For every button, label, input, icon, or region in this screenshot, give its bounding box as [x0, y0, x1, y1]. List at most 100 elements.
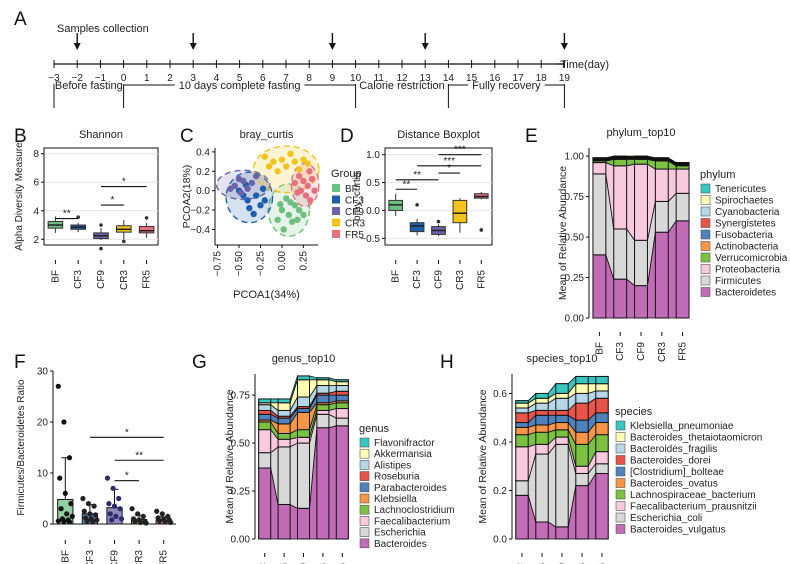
legend-label: Parabacteroides	[374, 483, 447, 494]
x-tick-label: CF9	[110, 550, 121, 564]
stacked-bar-segment-Bacteroides_fragilis	[555, 397, 569, 411]
stacked-bar-segment-Parabacteroides	[335, 394, 349, 402]
stacked-bar-segment-Flavonifractor	[258, 398, 272, 404]
stacked-bar-segment-Lachnoclostridium	[296, 429, 311, 438]
stacked-bar-segment-Escherichia_coli	[535, 453, 549, 523]
x-tick-label: BF	[594, 342, 605, 355]
legend-label: Cyanobacteria	[715, 207, 780, 218]
stacked-bar-segment-Lachnoclostridium	[277, 432, 291, 440]
scatter-point-BF	[291, 202, 299, 209]
legend-swatch-CF9	[332, 207, 340, 215]
scatter-point-CF9	[248, 179, 256, 187]
y-axis-label: bray_curtis	[352, 172, 363, 221]
significance-label: **	[135, 450, 143, 461]
stacked-bar-segment-Verrucomicrobia	[634, 158, 648, 165]
stacked-bar-segment-Flavonifractor	[335, 379, 349, 383]
significance-label: *	[447, 163, 451, 174]
legend-swatch-Firmicutes	[700, 275, 711, 286]
legend-label: Tenericutes	[715, 184, 766, 195]
legend-swatch-Akkermansia	[359, 448, 370, 459]
timeline-tick-label: 5	[237, 73, 243, 84]
timeline-tick-label: 4	[214, 73, 220, 84]
stacked-bar-segment-Firmicutes	[634, 239, 648, 287]
data-point	[162, 519, 168, 525]
stacked-bar-segment-Akkermansia	[277, 402, 291, 411]
stacked-bar-segment-Roseburia	[335, 390, 349, 396]
stacked-bar-segment-Bacteroides_thetaiotaomicron	[535, 397, 549, 404]
stacked-bar-segment-Faecalibacterium_prausnitzii	[515, 446, 529, 482]
box	[138, 225, 155, 234]
panel-label-F: F	[14, 352, 26, 373]
y-tick-label: 0.50	[231, 439, 251, 450]
scatter-point-FR5	[306, 168, 313, 175]
legend-swatch-Bacteroides_thetaiotaomicron	[615, 432, 626, 442]
stacked-bar-segment-Bacteroides_vulgatus	[515, 494, 529, 540]
scatter-point-BF	[295, 206, 303, 214]
scatter-point-FR5	[295, 172, 303, 180]
data-point	[135, 511, 141, 517]
x-tick-label: BF	[50, 270, 61, 283]
legend-swatch-CR3	[332, 218, 340, 227]
timeline-tick-label: 16	[489, 73, 501, 84]
stacked-bar-segment-Lachnospiraceae_bacterium	[555, 429, 569, 438]
legend-label: CR3	[345, 219, 365, 230]
significance-label: ***	[454, 145, 466, 156]
chart-title: Distance Boxplot	[397, 129, 480, 141]
scatter-point-CF9	[240, 177, 247, 185]
stacked-bar-segment-Lachnoclostridium	[258, 421, 272, 431]
y-tick-label: 0.6	[493, 389, 507, 400]
x-tick-label: 0.25	[298, 251, 309, 271]
scatter-point-FR5	[311, 187, 318, 194]
legend-swatch-Roseburia	[359, 471, 370, 481]
data-point	[62, 490, 68, 496]
y-tick-label: 0.0	[196, 186, 210, 197]
y-tick-label: 20	[37, 418, 49, 429]
y-axis-label: Mean of Relative Abundance	[477, 389, 489, 523]
timeline-tick-label: 11	[374, 73, 385, 84]
stacked-bar-segment-Escherichia	[296, 442, 311, 509]
timeline-tick-label: 18	[536, 73, 548, 84]
x-tick-label: FR5	[159, 550, 170, 564]
phase-label: Calorie restriction	[359, 80, 445, 92]
legend-label: Firmicutes	[715, 276, 761, 287]
y-axis-label: Firmicutes/Bacteroidetes Ratio	[16, 379, 27, 516]
outlier-point	[122, 239, 126, 244]
stacked-bar-segment-Bacteroides_vulgatus	[575, 485, 589, 540]
scatter-point-CF3	[250, 210, 257, 218]
scatter-point-FR5	[302, 192, 310, 199]
outlier-point	[415, 203, 419, 207]
stacked-bar-segment-Alistipes	[296, 396, 311, 408]
scatter-point-FR5	[304, 182, 311, 190]
scatter-point-CR3	[287, 150, 294, 158]
stacked-bar-segment-[Clostridium]_bolteae	[595, 412, 609, 424]
legend-swatch-Parabacteroides	[359, 482, 370, 493]
stacked-bar-segment-Klebsiella_pneumoniae	[575, 375, 589, 385]
legend-title: genus	[359, 423, 389, 435]
legend-title: species	[615, 406, 653, 418]
stacked-bar-segment-Klebsiella	[277, 423, 291, 434]
panel-label-D: D	[340, 126, 354, 147]
timeline-tick-label: 10	[350, 73, 362, 84]
data-point	[140, 513, 146, 519]
sample-arrow-head	[189, 43, 197, 50]
timeline-tick-label: 1	[144, 73, 150, 84]
stacked-bar-segment-Klebsiella_pneumoniae	[515, 400, 529, 404]
data-point	[57, 475, 63, 481]
scatter-point-CF9	[244, 185, 251, 192]
y-tick-label: 0.75	[565, 192, 585, 203]
box	[409, 222, 425, 233]
x-tick-label: FR5	[678, 342, 689, 361]
chart-title: species_top10	[527, 353, 598, 365]
legend-swatch-Alistipes	[359, 460, 370, 470]
significance-label: **	[403, 179, 411, 190]
panel-label-A: A	[14, 9, 27, 30]
stacked-bar-segment-Bacteroidetes	[634, 285, 648, 319]
legend-swatch-Spirochaetes	[700, 195, 711, 205]
y-tick-label: 4	[33, 206, 39, 217]
stacked-bar-segment-Escherichia	[277, 446, 291, 505]
legend-swatch-Klebsiella_pneumoniae	[615, 420, 626, 431]
chart-title: bray_curtis	[240, 129, 294, 141]
legend-label: Faecalibacterium	[374, 516, 450, 527]
legend-label: Bacteroides_thetaiotaomicron	[630, 433, 762, 444]
legend-swatch-Verrucomicrobia	[700, 252, 711, 263]
